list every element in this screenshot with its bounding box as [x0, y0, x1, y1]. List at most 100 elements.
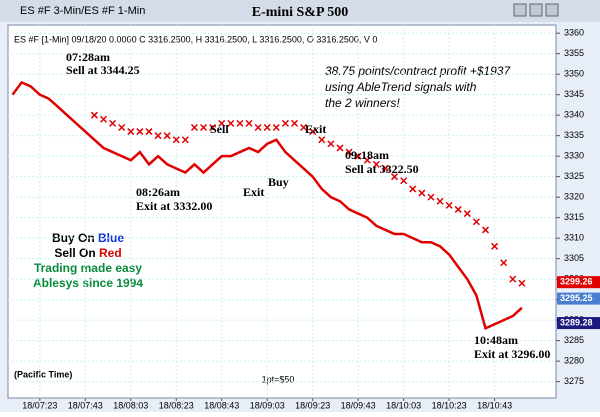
stop-marker	[136, 128, 144, 136]
annotation: Exit	[243, 185, 264, 199]
close-button[interactable]	[545, 3, 559, 17]
stop-marker	[272, 123, 280, 132]
x-tick-label: 18/10:23	[432, 400, 467, 410]
stop-marker	[509, 275, 517, 283]
chart-title: E-mini S&P 500	[252, 5, 348, 20]
minimize-button[interactable]	[513, 3, 527, 17]
legend-text: Red	[99, 246, 122, 260]
price-marker	[557, 276, 600, 289]
stop-marker	[90, 111, 98, 119]
stop-marker	[227, 119, 235, 127]
legend-text: Trading made easy	[34, 261, 142, 275]
profit-note: 38.75 points/contract profit +$1937	[325, 64, 511, 78]
annotation: Buy	[268, 175, 289, 189]
price-marker-label: 3295.25	[560, 293, 593, 303]
x-tick-label: 18/08:03	[113, 400, 148, 410]
x-tick-label: 18/07:43	[68, 400, 103, 410]
stop-marker	[263, 123, 271, 132]
stop-marker	[118, 123, 126, 132]
stop-marker	[172, 136, 180, 144]
annotation: Sell at 3322.50	[345, 162, 419, 176]
stop-marker	[409, 185, 417, 193]
legend-text: Buy On	[52, 231, 98, 245]
stop-marker	[309, 128, 317, 136]
stop-marker	[381, 164, 389, 172]
y-tick-label: 3285	[564, 335, 584, 345]
point-value: 1pt=$50	[262, 374, 295, 384]
annotation: Exit at 3296.00	[474, 347, 550, 361]
stop-marker	[427, 193, 435, 201]
y-tick-label: 3325	[564, 171, 584, 181]
annotation: Exit at 3332.00	[136, 199, 212, 213]
maximize-button[interactable]	[529, 3, 543, 17]
x-tick-label: 18/09:03	[250, 400, 285, 410]
stop-marker	[236, 119, 244, 127]
stop-marker	[454, 205, 462, 213]
y-tick-label: 3320	[564, 192, 584, 202]
y-tick-label: 3330	[564, 151, 584, 161]
stop-marker	[163, 132, 171, 140]
stop-marker	[327, 140, 335, 148]
price-marker-label: 3289.28	[560, 317, 593, 327]
stop-marker	[400, 177, 408, 185]
annotation: Exit	[305, 122, 326, 136]
x-tick-label: 18/10:03	[386, 400, 421, 410]
stop-marker	[518, 279, 526, 287]
stop-marker	[363, 156, 371, 164]
window-title: ES #F 3-Min/ES #F 1-Min	[20, 5, 145, 17]
x-tick-label: 18/07:23	[22, 400, 57, 410]
stop-marker	[491, 242, 499, 250]
x-tick-label: 18/10:43	[477, 400, 512, 410]
title-bar	[0, 0, 600, 22]
price-marker	[557, 317, 600, 330]
stop-marker	[190, 123, 198, 132]
stop-marker	[445, 201, 453, 209]
y-tick-label: 3340	[564, 110, 584, 120]
price-line	[11, 80, 523, 331]
stop-marker	[154, 132, 162, 140]
y-tick-label: 3345	[564, 89, 584, 99]
price-marker	[557, 292, 600, 305]
y-tick-label: 3315	[564, 212, 584, 222]
x-tick-label: 18/08:23	[159, 400, 194, 410]
annotation: 07:28am	[66, 50, 110, 64]
x-tick-label: 18/09:23	[295, 400, 330, 410]
legend-text: Buy On Blue	[52, 231, 124, 245]
stop-marker	[290, 119, 299, 127]
y-tick-label: 3350	[564, 69, 584, 79]
legend-text: Ablesys since 1994	[33, 276, 143, 290]
stop-marker	[254, 123, 262, 132]
x-tick-label: 18/09:43	[341, 400, 376, 410]
y-tick-label: 3280	[564, 355, 584, 365]
stop-marker	[300, 123, 308, 132]
stop-marker	[145, 128, 153, 136]
y-tick-label: 3310	[564, 233, 584, 243]
y-tick-label: 3360	[564, 28, 584, 38]
stop-marker	[481, 226, 490, 234]
stop-marker	[372, 160, 380, 168]
stop-marker	[354, 152, 362, 160]
annotation: 08:26am	[136, 185, 180, 199]
stop-marker	[99, 115, 108, 123]
profit-note: the 2 winners!	[325, 96, 400, 110]
stop-marker	[472, 218, 480, 226]
stop-marker	[127, 128, 135, 136]
legend-text: Sell On	[54, 246, 99, 260]
stop-marker	[209, 123, 217, 132]
y-tick-label: 3275	[564, 376, 584, 386]
info-line: ES #F [1-Min] 09/18/20 0.0000 C 3316.250…	[14, 34, 377, 44]
y-tick-label: 3305	[564, 253, 584, 263]
stop-marker	[418, 189, 426, 197]
stop-marker	[436, 197, 444, 205]
stop-marker	[245, 119, 253, 127]
stop-marker	[500, 259, 508, 267]
stop-marker	[281, 119, 289, 127]
timezone: (Pacific Time)	[14, 369, 72, 379]
y-tick-label: 3335	[564, 130, 584, 140]
stop-marker	[345, 148, 353, 156]
stop-marker	[181, 136, 189, 144]
stop-marker	[109, 119, 117, 127]
legend-text: Sell On Red	[54, 246, 121, 260]
price-marker-label: 3299.26	[560, 277, 593, 287]
